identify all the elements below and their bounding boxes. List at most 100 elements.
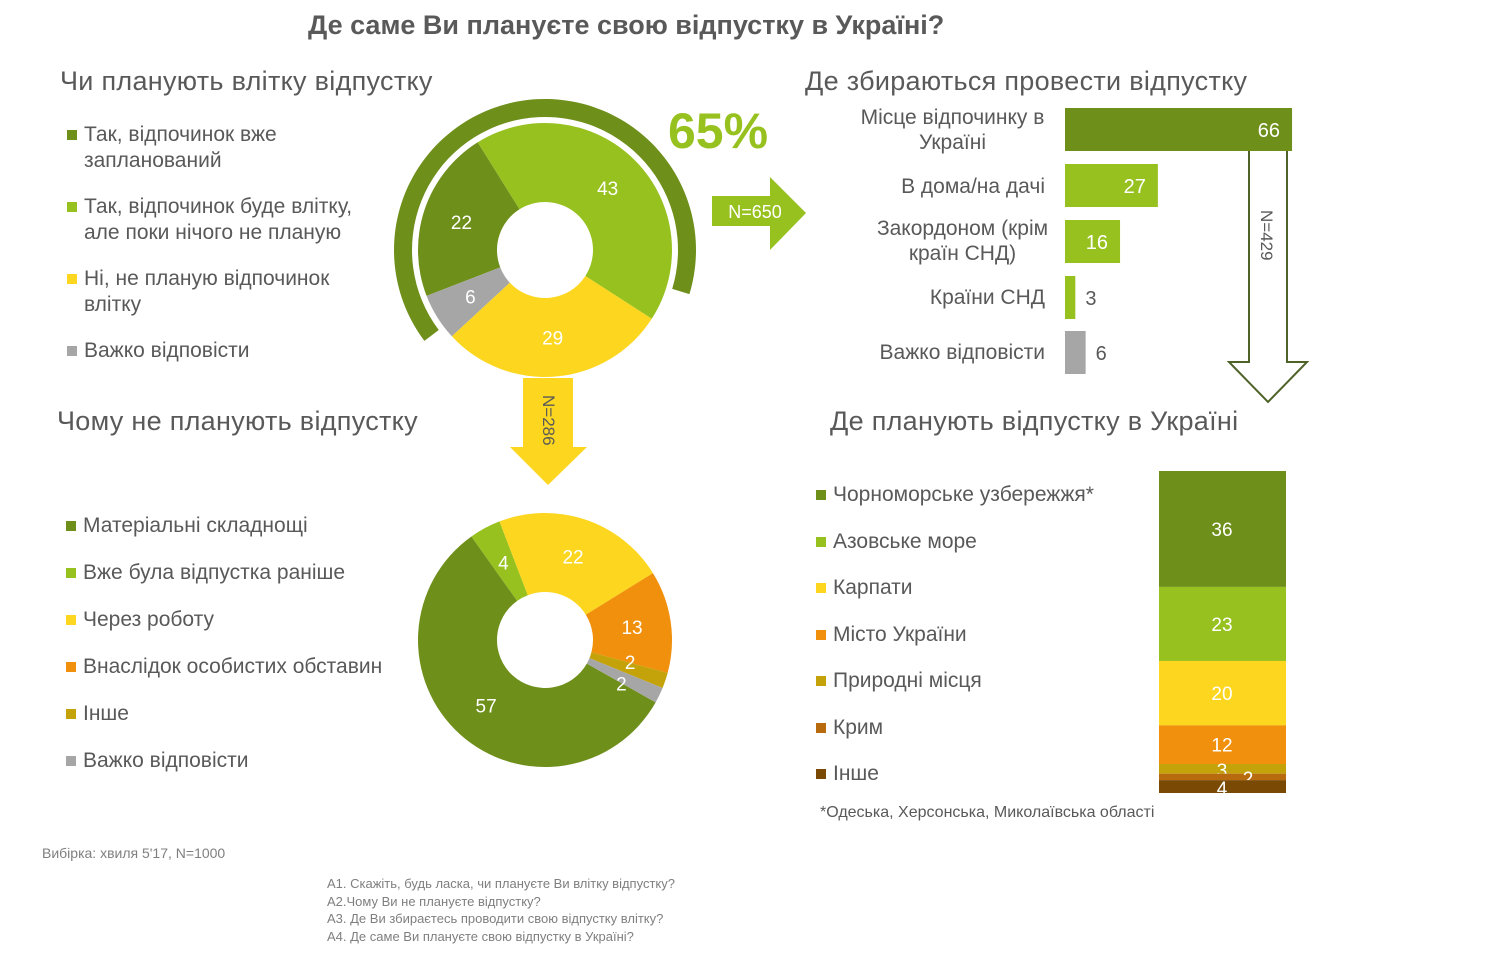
bar — [1065, 220, 1121, 263]
data-label: 4 — [1217, 779, 1228, 800]
donut-slice — [471, 521, 528, 601]
sample-note: Вибірка: хвиля 5'17, N=1000 — [42, 845, 226, 861]
legend-label: Через роботу — [83, 608, 214, 631]
data-label: 4 — [498, 553, 509, 574]
legend-swatch — [66, 709, 76, 719]
data-label: 2 — [616, 675, 627, 696]
data-label: 57 — [476, 696, 497, 717]
bar — [1065, 108, 1293, 151]
arrow-down-icon — [510, 378, 587, 485]
data-label: 22 — [562, 548, 583, 569]
legend-swatch — [66, 615, 76, 625]
arrow-down-outline-icon — [1226, 111, 1310, 404]
highlight-arc — [394, 99, 697, 341]
stacked-segment — [1159, 471, 1286, 587]
legend-swatch — [67, 346, 77, 356]
legend-item: Ні, не планую відпочинок влітку — [67, 266, 367, 318]
legend-label: Інше — [83, 702, 129, 725]
bar-category-label: Закордоном (крім країн СНД) — [876, 217, 1049, 265]
legend-label: Важко відповісти — [84, 339, 250, 362]
n-label: N=286 — [539, 395, 558, 446]
stacked-segment — [1159, 586, 1286, 661]
section-title-where: Де збираються провести відпустку — [805, 66, 1248, 96]
legend-swatch — [816, 583, 826, 593]
data-label: 66 — [1258, 120, 1280, 142]
stacked-segment — [1159, 773, 1286, 781]
legend-item: Природні місця — [816, 668, 982, 694]
data-label: 12 — [1211, 736, 1232, 757]
stacked-segment — [1159, 780, 1286, 793]
bar-category-label: В дома/на дачі — [901, 175, 1045, 198]
donut-slice — [451, 276, 652, 377]
bar — [1065, 276, 1076, 319]
legend-label: Так, відпочинок вже запланований — [84, 123, 277, 172]
data-label: 27 — [1124, 176, 1146, 198]
questions-list: А1. Скажіть, будь ласка, чи плануєте Ви … — [327, 875, 675, 945]
highlight-percent: 65% — [668, 103, 768, 159]
bar — [1065, 164, 1158, 207]
legend-swatch — [816, 722, 826, 733]
data-label: 6 — [1096, 343, 1107, 365]
footnote: *Одеська, Херсонська, Миколаївська облас… — [820, 804, 1155, 821]
legend-label: Так, відпочинок буде влітку, але поки ні… — [84, 195, 353, 244]
legend-label: Природні місця — [833, 669, 982, 692]
legend-swatch — [816, 676, 826, 686]
legend-item: Вже була відпустка раніше — [66, 560, 345, 586]
legend-label: Місто України — [833, 622, 967, 646]
legend-item: Інше — [816, 761, 879, 787]
question: А4. Де саме Ви плануєте свою відпустку в… — [327, 928, 634, 944]
legend-label: Важко відповісти — [83, 749, 249, 772]
legend-item: Так, відпочинок вже запланований — [67, 122, 387, 174]
legend-item: Внаслідок особистих обставин — [66, 654, 382, 680]
donut-slice — [499, 513, 653, 615]
data-label: 3 — [1085, 288, 1096, 310]
section-title-ukraine: Де планують відпустку в Україні — [830, 406, 1239, 436]
stacked-segment — [1159, 725, 1286, 765]
legend-item: Через роботу — [66, 607, 214, 633]
legend-item: Інше — [66, 701, 129, 727]
legend-swatch — [66, 756, 76, 766]
legend-item: Важко відповісти — [67, 338, 387, 364]
bar-category-label: Країни СНД — [929, 286, 1045, 309]
legend-swatch — [67, 274, 77, 284]
legend-item: Матеріальні складнощі — [66, 513, 308, 539]
donut-slice — [477, 123, 672, 319]
question: А2.Чому Ви не плануєте відпустку? — [327, 893, 541, 909]
data-label: 2 — [1243, 769, 1254, 790]
donut-slice — [426, 267, 510, 337]
data-label: 29 — [542, 329, 563, 350]
legend-label: Крим — [833, 715, 884, 739]
data-label: 13 — [621, 618, 642, 639]
data-label: 16 — [1086, 232, 1108, 254]
n-label: N=650 — [728, 202, 782, 222]
bar-category-label: Місце відпочинку в Україні — [860, 106, 1045, 154]
donut-slice — [417, 536, 656, 768]
page-title: Де саме Ви плануєте свою відпустку в Укр… — [308, 10, 945, 40]
bar — [1065, 331, 1086, 374]
data-label: 2 — [625, 653, 636, 674]
legend-item: Чорноморське узбережжя* — [816, 482, 1094, 508]
data-label: 36 — [1211, 520, 1232, 541]
arrow-right-icon — [712, 177, 806, 250]
section-title-why-not: Чому не планують відпустку — [57, 406, 418, 436]
legend-item: Карпати — [816, 575, 913, 601]
legend-label: Вже була відпустка раніше — [83, 561, 346, 584]
legend-label: Інше — [833, 762, 879, 785]
section-title-plans: Чи планують влітку відпустку — [60, 66, 433, 96]
legend-item: Азовське море — [816, 529, 977, 555]
legend-swatch — [816, 769, 826, 779]
legend-item: Місто України — [816, 622, 967, 648]
data-label: 43 — [597, 179, 618, 200]
legend-swatch — [66, 662, 76, 672]
legend-label: Карпати — [833, 576, 913, 599]
legend-label: Матеріальні складнощі — [83, 514, 308, 537]
legend-label: Внаслідок особистих обставин — [83, 655, 383, 678]
donut-slice — [585, 573, 673, 673]
legend-label: Чорноморське узбережжя* — [833, 483, 1094, 506]
question: А3. Де Ви збираєтесь проводити свою відп… — [327, 911, 664, 926]
donut-slice — [417, 142, 520, 296]
donut-slice — [586, 658, 663, 703]
legend-swatch — [816, 536, 826, 547]
